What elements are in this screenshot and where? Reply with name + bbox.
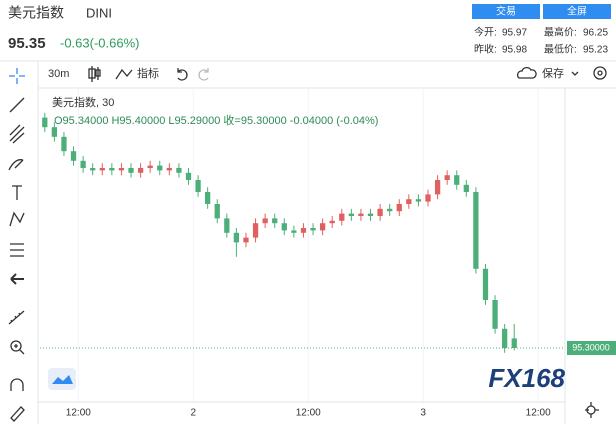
stat-value: 95.23 — [583, 45, 608, 56]
price-tag-label: 95.30000 — [572, 342, 610, 352]
trade-button-label[interactable]: 交易 — [496, 5, 516, 18]
candle-body — [367, 213, 374, 216]
candle-body — [51, 127, 58, 137]
instrument-name: 美元指数 — [8, 5, 64, 21]
x-tick-label: 12:00 — [66, 408, 91, 419]
candle-body — [272, 218, 278, 224]
candle-body — [185, 172, 192, 180]
candle-body — [109, 168, 115, 171]
candle-body — [262, 218, 268, 224]
candle-body — [339, 213, 345, 221]
candle-body — [224, 218, 230, 233]
candle-body — [482, 268, 489, 300]
fullscreen-button[interactable] — [543, 4, 611, 19]
sidebar-tools[interactable] — [8, 68, 25, 422]
stat-value: 96.25 — [583, 28, 608, 39]
stat-label: 最低价: — [544, 43, 577, 56]
candle-body — [233, 232, 240, 243]
candle-body — [434, 180, 441, 195]
candle-body — [377, 208, 383, 216]
legend-title: 美元指数, 30 — [52, 95, 114, 109]
candle-body — [195, 180, 201, 192]
candle-body — [291, 230, 297, 233]
candle-body — [252, 223, 259, 238]
fullscreen-button-label[interactable]: 全屏 — [567, 5, 587, 18]
candle-body — [157, 165, 163, 171]
chart-style-icon[interactable] — [88, 66, 101, 82]
axis-settings-icon-ring[interactable] — [586, 405, 596, 415]
price-change: -0.63(-0.66%) — [60, 35, 139, 50]
price: 95.35 — [8, 35, 46, 52]
candle-body — [444, 175, 450, 180]
settings-icon[interactable] — [593, 66, 607, 80]
x-tick-label: 12:00 — [526, 408, 551, 419]
x-tick-label: 2 — [191, 408, 197, 419]
candle-body — [511, 338, 517, 348]
stat-value: 95.97 — [502, 28, 527, 39]
candle-body — [300, 228, 307, 233]
stat-label: 昨收: — [474, 43, 497, 56]
candle-body — [387, 208, 393, 212]
candle-body — [61, 136, 67, 152]
stat-label: 今开: — [474, 26, 497, 39]
candle-body — [415, 199, 422, 202]
ohlc-readout: O95.34000 H95.40000 L95.29000 收=95.30000… — [54, 113, 378, 127]
interval[interactable]: 30m — [48, 68, 69, 80]
candle-body — [319, 223, 326, 231]
indicator-icon[interactable] — [115, 68, 133, 80]
x-tick-label: 12:00 — [296, 408, 321, 419]
candle-body — [454, 175, 460, 185]
candle-body — [147, 165, 153, 168]
settings-icon-center — [597, 70, 603, 76]
price-tag — [567, 341, 616, 355]
candle-body — [492, 300, 498, 329]
candle-body — [99, 168, 105, 171]
candle-body — [473, 192, 479, 269]
indicators[interactable]: 指标 — [137, 66, 159, 80]
candle-body — [243, 237, 249, 243]
cloud-icon[interactable] — [517, 66, 537, 79]
save[interactable]: 保存 — [542, 66, 564, 80]
candle-body — [42, 117, 48, 128]
redo-icon[interactable] — [198, 68, 209, 81]
candle-body — [358, 213, 364, 216]
logo-icon — [52, 375, 73, 384]
stat-value: 95.98 — [502, 45, 527, 56]
undo-icon[interactable] — [177, 68, 188, 81]
trade-button[interactable] — [472, 4, 540, 19]
candle-body — [166, 168, 172, 171]
candle-body — [214, 204, 220, 219]
logo-button[interactable] — [48, 368, 76, 390]
candle-body — [128, 168, 134, 173]
candle-body — [80, 160, 86, 168]
candle-body — [118, 168, 125, 171]
stat-label: 最高价: — [544, 26, 577, 39]
candle-body — [176, 168, 182, 173]
candle-body — [70, 151, 77, 161]
save-dropdown[interactable] — [571, 71, 579, 76]
candle-body — [137, 168, 144, 173]
candle-body — [396, 204, 402, 212]
plot-area: 12:00 2 12:00 3 12:00 95.30000 — [40, 88, 616, 419]
candle-body — [502, 328, 508, 348]
candle-body — [205, 192, 211, 204]
candle-body — [90, 168, 96, 171]
candle-body — [425, 194, 431, 202]
instrument-symbol: DINI — [86, 5, 112, 20]
watermark: FX168 — [488, 363, 565, 393]
candle-body — [281, 223, 287, 231]
candle-body — [310, 228, 316, 231]
candle-body — [329, 220, 335, 224]
x-tick-label: 3 — [420, 408, 426, 419]
candle-body — [463, 184, 469, 192]
candle-body — [348, 213, 354, 216]
candle-body — [406, 199, 412, 204]
